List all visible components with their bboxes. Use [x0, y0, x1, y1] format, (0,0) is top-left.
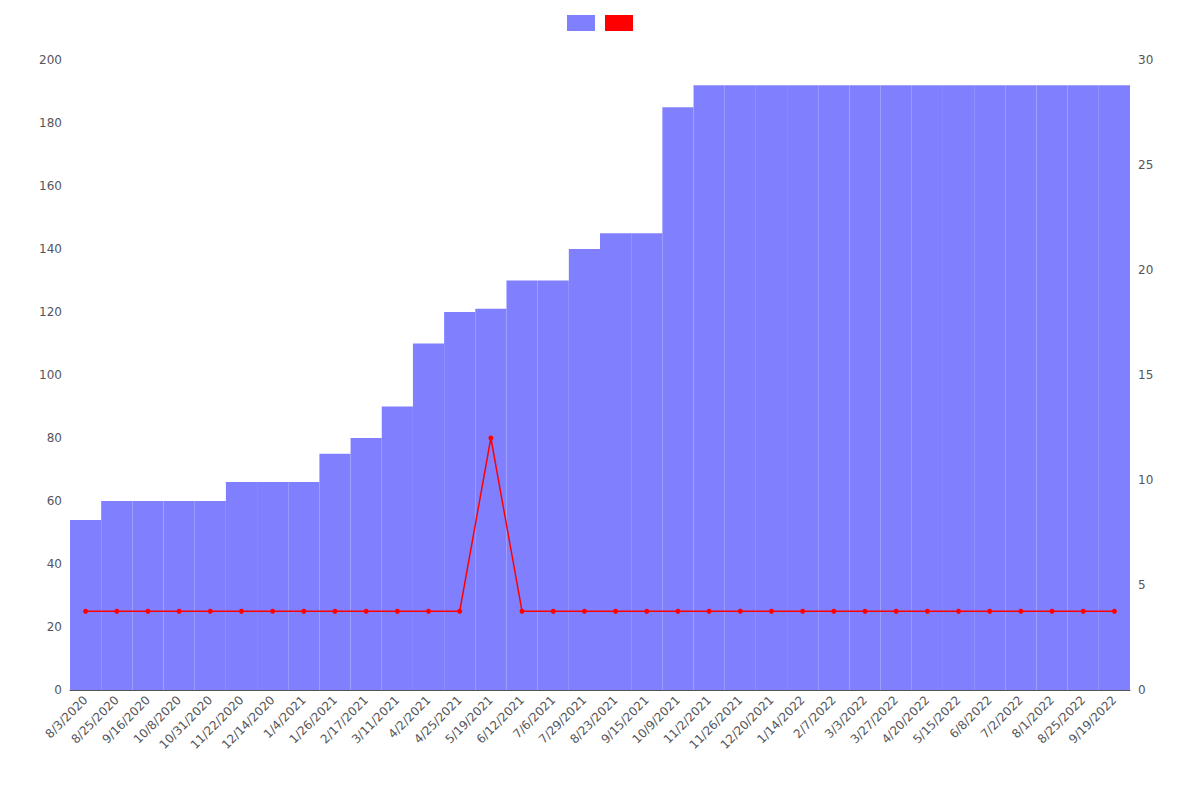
svg-text:4/20/2022: 4/20/2022 — [878, 693, 933, 747]
svg-text:10: 10 — [1138, 473, 1153, 487]
svg-text:6/12/2021: 6/12/2021 — [473, 693, 527, 747]
svg-text:8/3/2020: 8/3/2020 — [42, 693, 91, 741]
svg-text:7/2/2022: 7/2/2022 — [977, 693, 1026, 741]
svg-text:8/1/2022: 8/1/2022 — [1009, 693, 1057, 741]
svg-text:10/31/2020: 10/31/2020 — [156, 693, 216, 752]
svg-text:120: 120 — [39, 305, 62, 319]
svg-text:0: 0 — [1138, 683, 1146, 697]
svg-text:11/22/2020: 11/22/2020 — [187, 693, 247, 752]
svg-text:8/25/2022: 8/25/2022 — [1034, 693, 1089, 747]
svg-text:8/23/2021: 8/23/2021 — [567, 693, 621, 747]
svg-text:11/2/2021: 11/2/2021 — [660, 693, 715, 747]
svg-text:9/16/2020: 9/16/2020 — [99, 693, 153, 747]
svg-text:9/19/2022: 9/19/2022 — [1066, 693, 1119, 746]
svg-text:1/14/2022: 1/14/2022 — [754, 693, 808, 747]
svg-text:3/3/2022: 3/3/2022 — [822, 693, 870, 741]
svg-text:4/25/2021: 4/25/2021 — [411, 693, 465, 747]
svg-text:15: 15 — [1138, 368, 1153, 382]
svg-text:25: 25 — [1138, 158, 1153, 172]
svg-text:5/19/2021: 5/19/2021 — [442, 693, 496, 747]
svg-text:6/8/2022: 6/8/2022 — [946, 693, 995, 741]
svg-text:3/27/2022: 3/27/2022 — [847, 693, 902, 747]
svg-text:5/15/2022: 5/15/2022 — [910, 693, 964, 747]
svg-text:30: 30 — [1138, 53, 1153, 67]
svg-text:7/29/2021: 7/29/2021 — [536, 693, 590, 747]
svg-text:12/14/2020: 12/14/2020 — [218, 693, 278, 752]
svg-text:160: 160 — [39, 179, 62, 193]
svg-text:1/26/2021: 1/26/2021 — [286, 693, 340, 747]
svg-text:3/11/2021: 3/11/2021 — [348, 693, 403, 747]
svg-text:10/9/2021: 10/9/2021 — [629, 693, 683, 747]
svg-text:140: 140 — [39, 242, 62, 256]
svg-text:100: 100 — [39, 368, 62, 382]
svg-text:60: 60 — [47, 494, 62, 508]
svg-text:40: 40 — [47, 557, 62, 571]
svg-text:180: 180 — [39, 116, 62, 130]
svg-text:2/17/2021: 2/17/2021 — [317, 693, 372, 747]
svg-text:80: 80 — [47, 431, 62, 445]
svg-text:0: 0 — [54, 683, 62, 697]
svg-text:12/20/2021: 12/20/2021 — [717, 693, 777, 752]
svg-text:20: 20 — [47, 620, 62, 634]
svg-text:7/6/2021: 7/6/2021 — [510, 693, 559, 741]
svg-text:10/8/2020: 10/8/2020 — [130, 693, 185, 747]
svg-text:20: 20 — [1138, 263, 1153, 277]
svg-text:200: 200 — [39, 53, 62, 67]
svg-text:4/2/2021: 4/2/2021 — [385, 693, 434, 741]
svg-text:8/25/2020: 8/25/2020 — [68, 693, 122, 747]
svg-text:9/15/2021: 9/15/2021 — [598, 693, 652, 747]
svg-text:2/7/2022: 2/7/2022 — [790, 693, 839, 741]
svg-text:11/26/2021: 11/26/2021 — [686, 693, 746, 752]
svg-text:1/4/2021: 1/4/2021 — [260, 693, 309, 741]
svg-text:5: 5 — [1138, 578, 1146, 592]
